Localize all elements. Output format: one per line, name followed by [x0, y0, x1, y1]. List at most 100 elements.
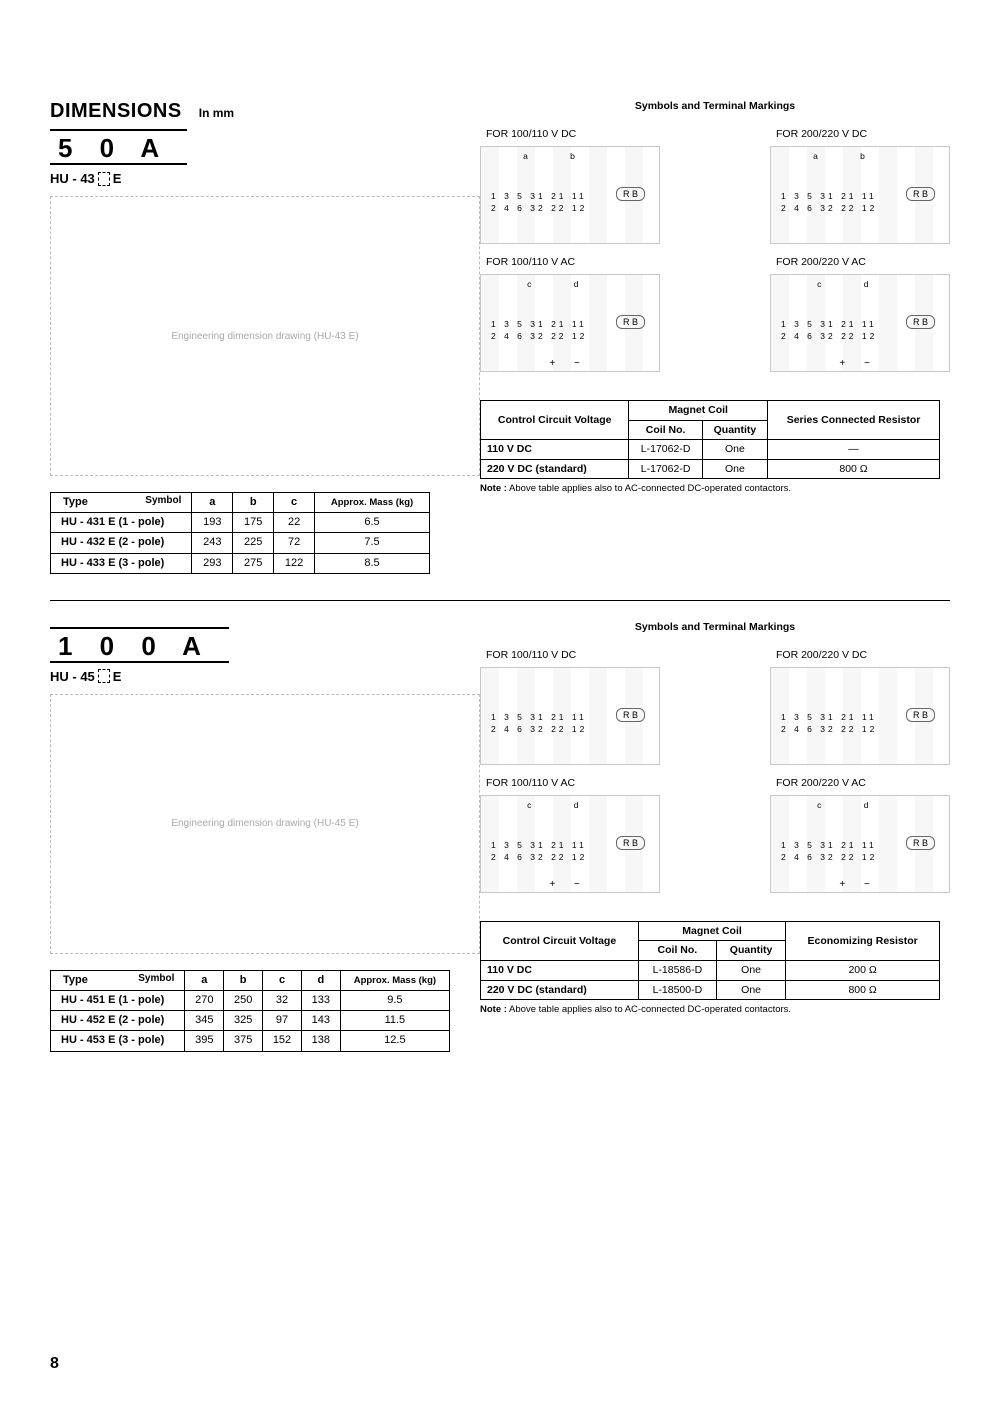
terminal-diagrams-100: FOR 100/110 V DC 1 3 5 31 21 11 2 4 6 32…	[480, 649, 950, 905]
cell: 32	[263, 990, 302, 1010]
cell: 138	[301, 1031, 340, 1051]
table-row: Control Circuit Voltage Magnet Coil Econ…	[481, 921, 940, 941]
cell: 270	[185, 990, 224, 1010]
page-number: 8	[50, 1355, 59, 1373]
term-bot: 2 4 6 32 22 12	[781, 724, 877, 734]
pm-label: + −	[839, 879, 877, 890]
cell: 800 Ω	[768, 459, 940, 479]
dimension-drawing-100: Engineering dimension drawing (HU-45 E)	[50, 694, 480, 954]
rb-label: R B	[616, 836, 645, 850]
model-100-post: E	[113, 669, 122, 684]
cell: 152	[263, 1031, 302, 1051]
model-50: HU - 43 E	[50, 171, 480, 186]
diag-label: FOR 200/220 V AC	[770, 777, 950, 789]
dimensions-heading: DIMENSIONS In mm	[50, 100, 480, 123]
coil50-note: Note : Above table applies also to AC-co…	[480, 483, 950, 494]
table-row: 220 V DC (standard) L-18500-D One 800 Ω	[481, 980, 940, 1000]
cell: 9.5	[340, 990, 449, 1010]
pm-label: + −	[549, 879, 587, 890]
dim50-col-c: c	[274, 493, 315, 513]
coil100-voltage-hdr: Control Circuit Voltage	[481, 921, 639, 960]
diag-label: FOR 100/110 V DC	[480, 128, 660, 140]
model-100-pre: HU - 45	[50, 669, 95, 684]
cd-label: c d	[817, 279, 888, 289]
term-bot: 2 4 6 32 22 12	[781, 331, 877, 341]
cell: 8.5	[315, 553, 430, 573]
pm-label: + −	[839, 358, 877, 369]
cell: 345	[185, 1011, 224, 1031]
cell: 11.5	[340, 1011, 449, 1031]
table-row: HU - 433 E (3 - pole) 293 275 122 8.5	[51, 553, 430, 573]
diag-label: FOR 100/110 V DC	[480, 649, 660, 661]
dim50-symbol-label: Symbol	[145, 495, 181, 507]
coil-table-100: Control Circuit Voltage Magnet Coil Econ…	[480, 921, 940, 1000]
cell: 175	[233, 513, 274, 533]
dim50-type-label: Type	[63, 496, 88, 508]
diag-100-ac200: FOR 200/220 V AC c d 1 3 5 31 21 11 2 4 …	[770, 777, 950, 893]
dim100-col-mass: Approx. Mass (kg)	[340, 970, 449, 990]
term-top: 1 3 5 31 21 11	[781, 712, 877, 722]
rating-50a: 5 0 A	[58, 135, 169, 161]
dim50-type-hdr: Type Symbol	[51, 493, 192, 513]
dim50-col-b: b	[233, 493, 274, 513]
ab-label: a b	[813, 151, 885, 161]
model-100: HU - 45 E	[50, 669, 480, 684]
table-row: 110 V DC L-17062-D One —	[481, 440, 940, 460]
coil100-coilgrp-hdr: Magnet Coil	[638, 921, 785, 941]
coil100-qty-hdr: Quantity	[716, 941, 785, 961]
coil100-note: Note : Above table applies also to AC-co…	[480, 1004, 950, 1015]
cell: —	[768, 440, 940, 460]
dim50-col-a: a	[192, 493, 233, 513]
ab-label: a b	[523, 151, 595, 161]
dim-table-100: Type Symbol a b c d Approx. Mass (kg) HU…	[50, 970, 450, 1052]
cell: 250	[224, 990, 263, 1010]
dimensions-unit: In mm	[199, 106, 234, 120]
cell: 325	[224, 1011, 263, 1031]
rating-100a: 1 0 0 A	[58, 633, 211, 659]
term-bot: 2 4 6 32 22 12	[491, 852, 587, 862]
table-row: 220 V DC (standard) L-17062-D One 800 Ω	[481, 459, 940, 479]
table-row: HU - 452 E (2 - pole) 345 325 97 143 11.…	[51, 1011, 450, 1031]
placeholder-box-icon	[98, 172, 110, 186]
dimensions-title: DIMENSIONS	[50, 100, 182, 122]
cell: 193	[192, 513, 233, 533]
coil-table-50: Control Circuit Voltage Magnet Coil Seri…	[480, 400, 940, 479]
cell: 395	[185, 1031, 224, 1051]
term-top: 1 3 5 31 21 11	[491, 191, 587, 201]
coil50-voltage-hdr: Control Circuit Voltage	[481, 401, 629, 440]
dimension-drawing-50: Engineering dimension drawing (HU-43 E)	[50, 196, 480, 476]
term-top: 1 3 5 31 21 11	[491, 840, 587, 850]
section-divider	[50, 600, 950, 601]
cell: 133	[301, 990, 340, 1010]
cd-label: c d	[817, 800, 888, 810]
coil100-coilno-hdr: Coil No.	[638, 941, 716, 961]
term-top: 1 3 5 31 21 11	[781, 319, 877, 329]
diag-100-dc200: FOR 200/220 V DC 1 3 5 31 21 11 2 4 6 32…	[770, 649, 950, 765]
cell: 293	[192, 553, 233, 573]
cd-label: c d	[527, 800, 598, 810]
table-row: HU - 451 E (1 - pole) 270 250 32 133 9.5	[51, 990, 450, 1010]
rb-label: R B	[906, 708, 935, 722]
cell: One	[716, 980, 785, 1000]
cell: 22	[274, 513, 315, 533]
pm-label: + −	[549, 358, 587, 369]
cell: HU - 451 E (1 - pole)	[51, 990, 185, 1010]
term-bot: 2 4 6 32 22 12	[491, 331, 587, 341]
cell: One	[716, 960, 785, 980]
table-row: 110 V DC L-18586-D One 200 Ω	[481, 960, 940, 980]
drawing-50-caption: Engineering dimension drawing (HU-43 E)	[171, 331, 358, 342]
term-top: 1 3 5 31 21 11	[781, 191, 877, 201]
dim100-type-label: Type	[63, 974, 88, 986]
coil100-res-hdr: Economizing Resistor	[786, 921, 940, 960]
rb-label: R B	[906, 836, 935, 850]
coil50-qty-hdr: Quantity	[702, 420, 767, 440]
cell: 72	[274, 533, 315, 553]
symbols-heading-50: Symbols and Terminal Markings	[480, 100, 950, 112]
rb-label: R B	[616, 187, 645, 201]
cell: 375	[224, 1031, 263, 1051]
cell: L-17062-D	[629, 459, 702, 479]
dim50-r2-type: HU - 433 E (3 - pole)	[51, 553, 192, 573]
diag-50-dc200: FOR 200/220 V DC a b 1 3 5 31 21 11 2 4 …	[770, 128, 950, 244]
diag-label: FOR 100/110 V AC	[480, 777, 660, 789]
diag-50-ac100: FOR 100/110 V AC c d 1 3 5 31 21 11 2 4 …	[480, 256, 660, 372]
